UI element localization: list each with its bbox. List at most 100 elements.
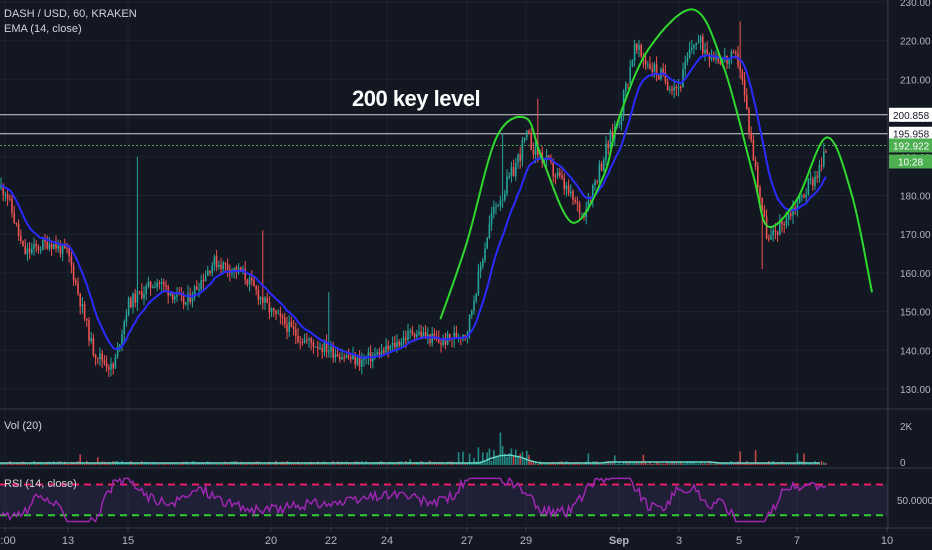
- indicator-legend[interactable]: EMA (14, close): [4, 23, 82, 35]
- volume-bar: [609, 462, 612, 465]
- candle-body: [354, 354, 356, 365]
- volume-bar: [110, 463, 112, 465]
- volume-bar: [570, 463, 572, 465]
- volume-bar: [526, 450, 528, 465]
- volume-bar: [785, 463, 788, 465]
- level-price-label: 192.922: [893, 141, 930, 152]
- x-tick-label: 20: [265, 535, 277, 547]
- volume-bar: [673, 462, 675, 465]
- volume-bar: [708, 461, 711, 465]
- candle-body: [510, 167, 513, 177]
- candle-body: [627, 83, 629, 85]
- volume-bar: [504, 453, 506, 465]
- candle-body: [732, 51, 735, 53]
- candle-body: [631, 60, 634, 67]
- candle-body: [717, 56, 719, 62]
- candle-body: [248, 277, 251, 285]
- rsi-label[interactable]: RSI (14, close): [4, 478, 77, 490]
- candle-body: [328, 351, 330, 353]
- candle-body: [284, 317, 286, 325]
- volume-bar: [17, 462, 20, 465]
- volume-bar: [453, 463, 455, 465]
- candle-body: [204, 275, 207, 282]
- candle-body: [13, 212, 15, 223]
- candle-body: [691, 47, 693, 50]
- volume-bar: [809, 462, 812, 465]
- volume-bar: [506, 456, 508, 465]
- volume-bar: [820, 461, 823, 465]
- volume-bar: [691, 461, 693, 465]
- candle-body: [506, 176, 508, 194]
- candle-body: [598, 163, 601, 183]
- volume-bar: [556, 462, 559, 465]
- volume-bar: [664, 463, 667, 465]
- candle-body: [233, 267, 235, 271]
- volume-bar: [721, 463, 724, 465]
- candle-body: [495, 206, 497, 208]
- volume-bar: [259, 462, 262, 465]
- candle-body: [512, 167, 515, 177]
- y-tick-label: 160.00: [900, 269, 931, 280]
- candle-body: [317, 346, 319, 349]
- candle-body: [484, 248, 486, 261]
- volume-bar: [55, 462, 57, 465]
- volume-label[interactable]: Vol (20): [4, 420, 42, 432]
- candle-body: [594, 181, 596, 185]
- volume-bar: [666, 462, 669, 465]
- candle-body: [121, 333, 123, 345]
- candle-body: [779, 221, 781, 235]
- candle-body: [754, 160, 757, 167]
- candle-body: [787, 213, 790, 220]
- candle-body: [297, 335, 299, 342]
- candle-body: [288, 321, 290, 332]
- volume-bar: [13, 463, 15, 465]
- candle-body: [473, 300, 475, 311]
- candle-body: [61, 244, 64, 254]
- volume-bar: [706, 463, 708, 465]
- volume-bar: [695, 463, 697, 465]
- candle-body: [125, 314, 128, 322]
- volume-bar: [823, 462, 825, 465]
- volume-bar: [490, 461, 493, 465]
- candle-body: [279, 313, 282, 317]
- symbol-legend[interactable]: DASH / USD, 60, KRAKEN: [4, 8, 137, 20]
- volume-bar: [167, 462, 169, 465]
- candle-body: [638, 44, 640, 51]
- candle-body: [407, 330, 409, 340]
- candle-body: [466, 332, 469, 336]
- volume-bar: [402, 463, 405, 465]
- candle-body: [134, 293, 136, 303]
- candle-body: [431, 333, 433, 344]
- candle-body: [149, 281, 152, 288]
- candle-body: [715, 56, 717, 60]
- volume-bar: [710, 462, 713, 465]
- volume-bar: [803, 453, 805, 465]
- volume-bar: [554, 462, 557, 465]
- candle-body: [752, 140, 755, 161]
- y-tick-label: 170.00: [900, 230, 931, 241]
- volume-bar: [715, 461, 717, 465]
- candle-body: [154, 286, 156, 288]
- volume-bar: [2, 463, 4, 465]
- candle-body: [350, 357, 352, 360]
- volume-bar: [270, 462, 273, 465]
- volume-axis-label: 2K: [900, 422, 913, 433]
- volume-bar: [138, 463, 141, 465]
- volume-bar: [372, 463, 374, 465]
- volume-bar: [350, 462, 352, 465]
- volume-bar: [266, 463, 268, 465]
- candle-body: [385, 345, 387, 353]
- candle-body: [688, 49, 691, 58]
- volume-bar: [629, 461, 631, 465]
- candle-body: [6, 194, 9, 199]
- volume-bar: [627, 461, 629, 465]
- candle-body: [609, 131, 612, 149]
- chart-grid: [0, 0, 888, 527]
- volume-bar: [699, 461, 702, 465]
- candle-body: [772, 230, 774, 236]
- volume-bar: [587, 453, 590, 465]
- volume-bar: [253, 463, 255, 465]
- volume-bar: [352, 463, 354, 465]
- volume-bar: [633, 461, 636, 465]
